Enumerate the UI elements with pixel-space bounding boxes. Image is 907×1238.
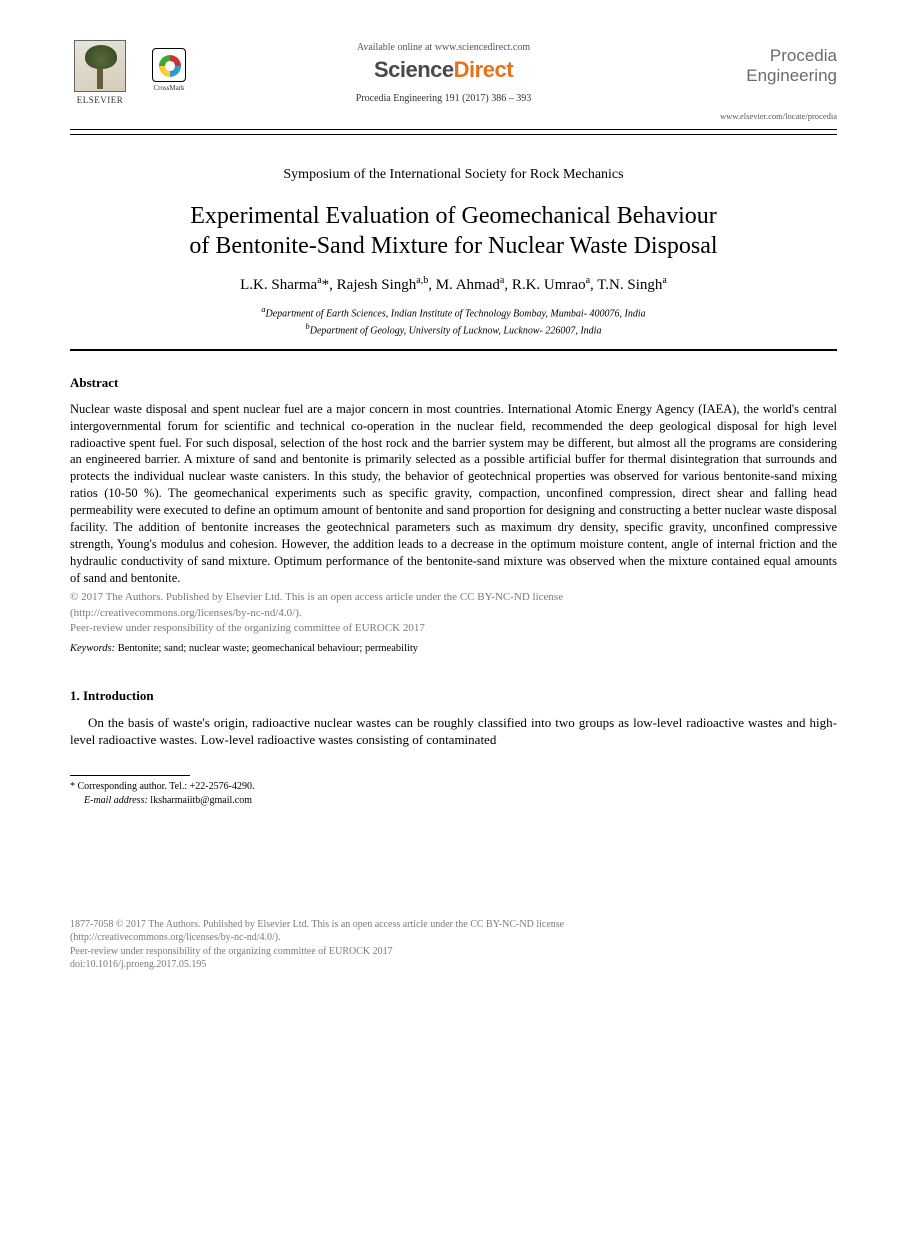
journal-url[interactable]: www.elsevier.com/locate/procedia [697,111,837,121]
sd-right: Direct [454,57,513,82]
page-header: ELSEVIER CrossMark Available online at w… [70,40,837,130]
abstract-heading: Abstract [70,375,837,391]
header-rule [70,134,837,135]
header-right: Procedia Engineering www.elsevier.com/lo… [697,40,837,121]
affiliation-b: Department of Geology, University of Luc… [310,326,602,337]
journal-name: Procedia Engineering [697,46,837,85]
footnote-email: lksharmaiitb@gmail.com [148,795,252,806]
footer-license-link[interactable]: (http://creativecommons.org/licenses/by-… [70,932,281,943]
copyright-line1: © 2017 The Authors. Published by Elsevie… [70,591,563,603]
abstract-body: Nuclear waste disposal and spent nuclear… [70,401,837,587]
footnote-rule [70,775,190,776]
footnote-corr: * Corresponding author. Tel.: +22-2576-4… [70,781,254,792]
article-title: Experimental Evaluation of Geomechanical… [100,201,807,261]
intro-body: On the basis of waste's origin, radioact… [70,714,837,749]
journal-line1: Procedia [770,46,837,65]
intro-heading: 1. Introduction [70,688,837,704]
peer-review-line: Peer-review under responsibility of the … [70,622,425,634]
footer-peer-line: Peer-review under responsibility of the … [70,946,393,957]
authors-line: L.K. Sharmaa*, Rajesh Singha,b, M. Ahmad… [70,275,837,294]
footer-issn-line: 1877-7058 © 2017 The Authors. Published … [70,919,564,930]
keywords-label: Keywords: [70,643,115,654]
page-footer: 1877-7058 © 2017 The Authors. Published … [70,918,837,972]
crossmark-label: CrossMark [153,84,184,92]
crossmark-icon [152,48,186,82]
elsevier-label: ELSEVIER [77,95,124,105]
title-line1: Experimental Evaluation of Geomechanical… [190,203,716,229]
keywords-text: Bentonite; sand; nuclear waste; geomecha… [115,643,418,654]
citation-line: Procedia Engineering 191 (2017) 386 – 39… [190,93,697,104]
footnote-email-label: E-mail address: [70,794,148,808]
journal-line2: Engineering [746,66,837,85]
elsevier-tree-icon [74,40,126,92]
affiliation-a: Department of Earth Sciences, Indian Ins… [266,308,646,319]
header-left: ELSEVIER CrossMark [70,40,190,110]
title-rule [70,349,837,351]
sd-left: Science [374,57,454,82]
elsevier-logo: ELSEVIER [70,40,130,110]
title-line2: of Bentonite-Sand Mixture for Nuclear Wa… [189,233,717,259]
footer-doi: doi:10.1016/j.proeng.2017.05.195 [70,959,206,970]
header-center: Available online at www.sciencedirect.co… [190,40,697,104]
crossmark-badge[interactable]: CrossMark [148,48,190,102]
keywords-line: Keywords: Bentonite; sand; nuclear waste… [70,643,837,654]
available-online-line: Available online at www.sciencedirect.co… [190,42,697,53]
sciencedirect-logo: ScienceDirect [190,57,697,83]
affiliations: aDepartment of Earth Sciences, Indian In… [70,304,837,339]
symposium-line: Symposium of the International Society f… [70,167,837,183]
corresponding-author-footnote: * Corresponding author. Tel.: +22-2576-4… [70,780,837,808]
copyright-block: © 2017 The Authors. Published by Elsevie… [70,590,837,636]
license-link[interactable]: (http://creativecommons.org/licenses/by-… [70,607,302,619]
